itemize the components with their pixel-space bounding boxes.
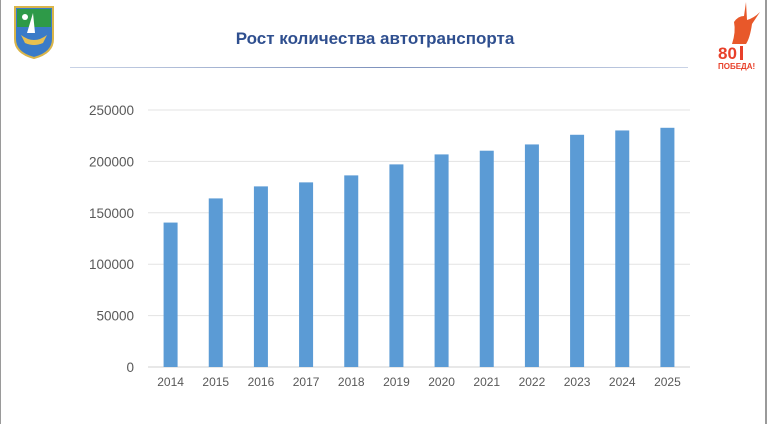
title-underline: [70, 67, 688, 68]
bar-2018: [344, 175, 359, 367]
x-tick-label: 2025: [654, 375, 681, 389]
x-tick-label: 2023: [564, 375, 591, 389]
bar-2025: [660, 127, 675, 368]
svg-text:ПОБЕДА!: ПОБЕДА!: [718, 62, 755, 71]
bar-2023: [570, 134, 585, 367]
y-tick-label: 150000: [89, 206, 134, 221]
y-tick-label: 250000: [89, 103, 134, 118]
y-tick-label: 100000: [89, 257, 134, 272]
y-tick-label: 200000: [89, 154, 134, 169]
x-tick-label: 2022: [519, 375, 546, 389]
x-tick-label: 2024: [609, 375, 636, 389]
y-tick-label: 50000: [96, 309, 134, 324]
svg-text:80: 80: [718, 44, 737, 63]
pobeda-80-logo: 80 ПОБЕДА!: [718, 2, 760, 71]
bar-2014: [163, 222, 178, 367]
x-tick-label: 2020: [428, 375, 455, 389]
bar-2021: [479, 150, 494, 367]
bar-2022: [524, 144, 539, 367]
bar-2017: [299, 182, 314, 367]
x-tick-label: 2017: [293, 375, 320, 389]
bar-2019: [389, 164, 404, 367]
bar-2024: [615, 130, 630, 367]
bar-2016: [253, 186, 268, 367]
y-tick-label: 0: [126, 360, 134, 375]
slide-title: Рост количества автотранспорта: [235, 29, 515, 48]
x-tick-label: 2015: [202, 375, 229, 389]
bar-2020: [434, 154, 449, 367]
bar-2015: [208, 198, 223, 367]
coat-of-arms-logo: [14, 6, 54, 59]
x-tick-label: 2014: [157, 375, 184, 389]
x-tick-label: 2019: [383, 375, 410, 389]
x-tick-label: 2021: [473, 375, 500, 389]
x-tick-label: 2016: [248, 375, 275, 389]
x-tick-label: 2018: [338, 375, 365, 389]
